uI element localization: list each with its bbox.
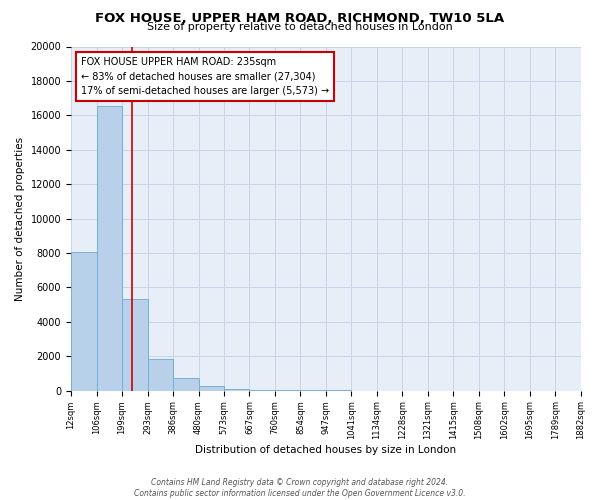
- Bar: [173, 378, 199, 390]
- Bar: [71, 252, 97, 390]
- Text: FOX HOUSE, UPPER HAM ROAD, RICHMOND, TW10 5LA: FOX HOUSE, UPPER HAM ROAD, RICHMOND, TW1…: [95, 12, 505, 26]
- Bar: [224, 388, 250, 390]
- Bar: [148, 360, 173, 390]
- Bar: [97, 106, 122, 391]
- X-axis label: Distribution of detached houses by size in London: Distribution of detached houses by size …: [195, 445, 457, 455]
- Bar: [122, 300, 148, 390]
- Text: Contains HM Land Registry data © Crown copyright and database right 2024.
Contai: Contains HM Land Registry data © Crown c…: [134, 478, 466, 498]
- Text: FOX HOUSE UPPER HAM ROAD: 235sqm
← 83% of detached houses are smaller (27,304)
1: FOX HOUSE UPPER HAM ROAD: 235sqm ← 83% o…: [81, 57, 329, 96]
- Text: Size of property relative to detached houses in London: Size of property relative to detached ho…: [147, 22, 453, 32]
- Bar: [199, 386, 224, 390]
- Y-axis label: Number of detached properties: Number of detached properties: [15, 136, 25, 300]
